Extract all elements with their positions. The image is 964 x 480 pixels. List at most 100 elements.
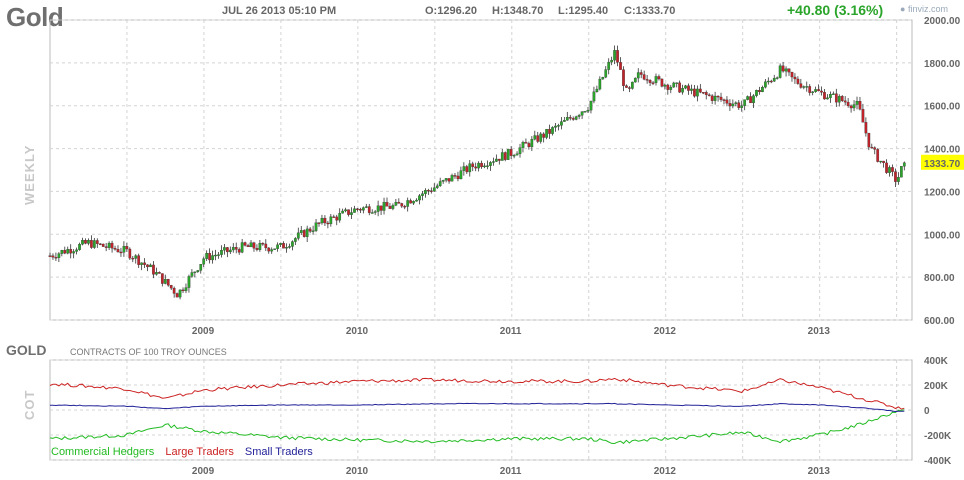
candle-body (811, 91, 815, 93)
candle-body (294, 238, 297, 242)
candle-body (249, 242, 253, 248)
candle-body (796, 78, 800, 84)
candle-body (92, 240, 96, 248)
candle-body (158, 272, 161, 274)
candle-body (317, 222, 321, 224)
candle-body (308, 228, 312, 232)
candle-body (456, 175, 460, 180)
candle-body (521, 142, 525, 148)
candle-body (867, 132, 871, 148)
candle-body (246, 245, 250, 248)
candle-body (444, 178, 448, 181)
candle-body (832, 93, 835, 95)
candle-body (60, 250, 64, 254)
candle-body (548, 128, 551, 134)
price-x-tick-label: 2010 (346, 326, 369, 337)
candle-body (870, 146, 874, 149)
candle-body (435, 185, 439, 188)
candle-body (897, 177, 900, 182)
candle-body (344, 209, 347, 212)
candle-body (628, 87, 631, 89)
candle-body (607, 61, 611, 70)
candle-body (338, 213, 342, 221)
candle-body (208, 253, 211, 261)
candle-body (604, 69, 608, 78)
candle-body (104, 246, 108, 248)
candle-body (843, 100, 847, 103)
price-tick-label: 1800.00 (924, 59, 961, 70)
candle-body (228, 249, 232, 253)
finviz-logo[interactable]: ● finviz.com (900, 4, 948, 14)
candle-body (696, 88, 699, 97)
candle-body (237, 249, 241, 253)
candle-body (574, 116, 578, 120)
candle-body (296, 232, 300, 239)
cot-x-tick-label: 2013 (808, 466, 831, 477)
candle-body (524, 142, 528, 144)
candle-body (453, 175, 457, 177)
large-traders-line (49, 377, 905, 410)
candle-body (137, 255, 141, 265)
cot-side-label: COT (22, 389, 37, 420)
candle-body (666, 84, 670, 90)
candle-body (648, 80, 652, 83)
candle-body (749, 96, 752, 104)
candle-body (441, 180, 445, 182)
candle-body (731, 103, 735, 107)
candle-body (459, 170, 463, 180)
candle-body (829, 94, 832, 98)
candle-body (438, 181, 442, 186)
candle-body (701, 92, 705, 94)
candle-body (143, 262, 146, 265)
candle-body (630, 81, 634, 89)
candle-body (285, 247, 288, 249)
candle-body (489, 162, 492, 166)
candle-body (719, 96, 723, 100)
candle-body (752, 95, 755, 104)
candle-body (409, 200, 412, 204)
candle-body (894, 171, 897, 182)
candle-body (554, 125, 557, 128)
candle-body (639, 72, 643, 75)
candle-body (823, 92, 826, 100)
candle-body (790, 71, 794, 78)
candle-body (891, 167, 894, 172)
candle-body (447, 178, 451, 182)
candle-body (598, 78, 602, 90)
candle-body (302, 230, 306, 237)
candle-body (66, 249, 70, 254)
cot-subtitle: CONTRACTS OF 100 TROY OUNCES (70, 347, 227, 357)
candle-body (545, 128, 548, 138)
candle-body (713, 95, 717, 101)
candle-body (140, 262, 143, 265)
candle-body (196, 270, 200, 273)
candle-body (305, 228, 309, 237)
legend-small-traders: Small Traders (244, 446, 313, 458)
price-tick-label: 800.00 (924, 273, 955, 284)
candle-body (542, 133, 546, 138)
candle-body (261, 243, 265, 245)
candle-body (852, 104, 856, 109)
candle-body (252, 242, 256, 249)
date-label: JUL 26 2013 05:10 PM (222, 5, 337, 17)
candle-body (320, 217, 324, 224)
candle-body (78, 244, 81, 250)
candle-body (270, 249, 274, 252)
candle-body (506, 149, 510, 160)
candle-body (873, 147, 877, 150)
candle-body (778, 65, 782, 78)
price-x-tick-label: 2013 (808, 326, 831, 337)
candle-body (826, 97, 829, 100)
candle-body (267, 247, 271, 252)
candle-body (557, 125, 560, 127)
candle-body (273, 248, 277, 250)
candle-body (57, 253, 61, 258)
candle-body (802, 86, 806, 88)
candle-body (101, 243, 105, 247)
candle-body (119, 251, 123, 254)
low-value: L:1295.40 (558, 5, 609, 17)
candle-body (288, 246, 291, 248)
candle-body (722, 99, 726, 101)
candle-body (125, 246, 129, 250)
price-x-tick-label: 2012 (654, 326, 677, 337)
